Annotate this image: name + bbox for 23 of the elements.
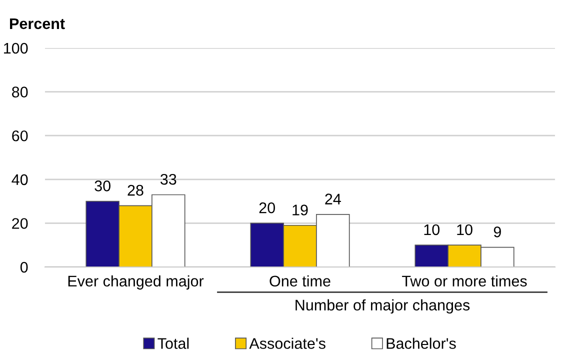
data-label: 24: [325, 194, 341, 204]
y-tick-label: 40: [12, 174, 28, 186]
legend-label: Bachelor's: [386, 338, 456, 349]
legend-label: Associate's: [249, 338, 326, 349]
x-tick-label: Ever changed major: [68, 275, 204, 290]
y-axis-title: Percent: [10, 18, 65, 30]
data-label: 20: [259, 202, 275, 214]
x-tick-label: One time: [270, 275, 330, 287]
y-tick-label: 100: [4, 42, 28, 54]
data-label: 33: [160, 174, 176, 185]
y-tick-label: 0: [20, 262, 28, 273]
data-label: 28: [128, 184, 144, 196]
data-label: 30: [94, 180, 110, 192]
y-tick-label: 20: [12, 218, 28, 229]
data-label: 19: [292, 204, 308, 216]
data-label: 10: [457, 224, 472, 236]
text: Number of major changes: [296, 299, 470, 314]
data-label: 9: [494, 226, 501, 238]
x-tick-label: Two or more times: [402, 275, 527, 287]
legend-label: Total: [158, 338, 189, 349]
y-tick-label: 60: [12, 130, 28, 142]
data-label: 10: [424, 224, 440, 236]
y-tick-label: 80: [12, 86, 28, 98]
